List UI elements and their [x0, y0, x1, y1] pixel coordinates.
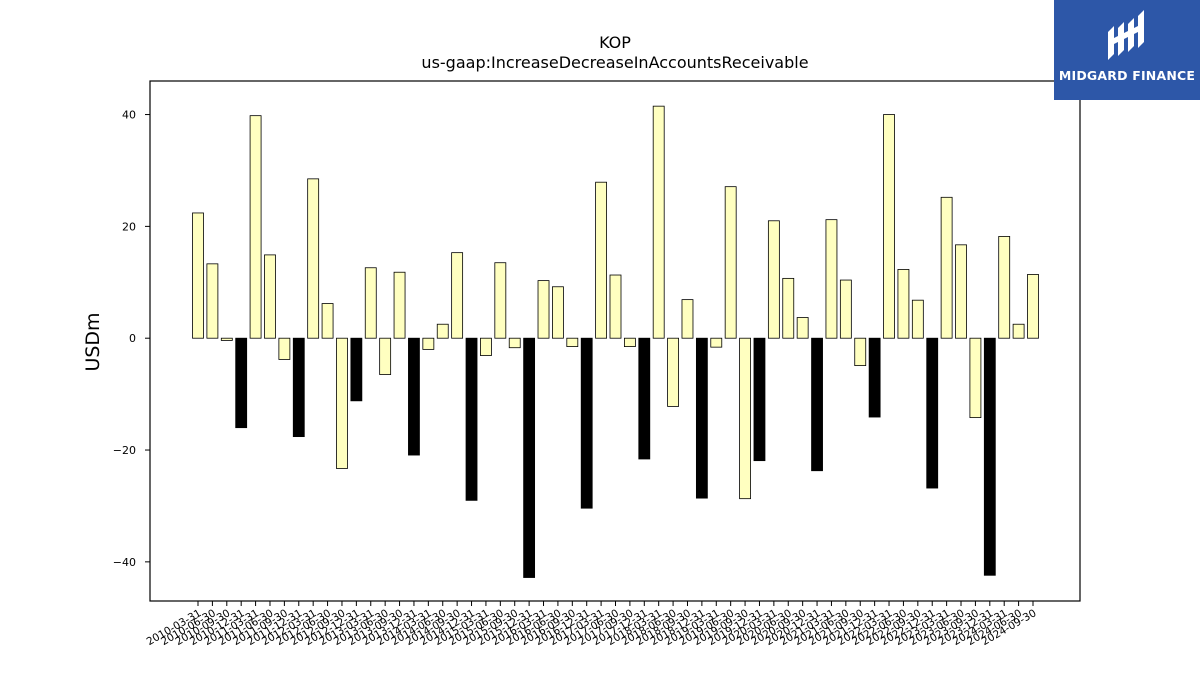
bar-2011-09-30	[278, 337, 291, 360]
bar-2017-06-30	[609, 274, 622, 339]
bar-2023-06-30	[955, 244, 967, 339]
y-tick-label: 0	[129, 332, 136, 345]
bar-2020-03-31	[767, 220, 780, 339]
bar-2010-09-30	[220, 337, 233, 341]
bar-2018-06-30	[667, 337, 679, 407]
bar-2020-09-30	[796, 317, 809, 339]
bar-2015-12-31	[523, 337, 536, 578]
bar-2013-06-30	[379, 337, 392, 375]
bar-2016-03-31	[537, 280, 550, 339]
bar-2010-03-31	[192, 212, 204, 339]
bar-2016-06-30	[552, 286, 564, 339]
bar-2017-12-31	[638, 337, 651, 460]
bar-2010-12-31	[235, 337, 248, 429]
bar-2012-09-30	[336, 337, 348, 469]
bar-2015-06-30	[494, 262, 507, 339]
plot-frame	[149, 80, 1081, 602]
bar-2021-06-30	[839, 279, 852, 339]
bar-2018-12-31	[695, 337, 708, 499]
y-tick-label: −20	[113, 444, 136, 457]
bar-2024-06-30	[1012, 323, 1025, 339]
bar-2014-03-31	[422, 337, 435, 350]
bar-2013-09-30	[393, 271, 406, 339]
bar-2021-03-31	[825, 219, 838, 339]
y-axis-label: USDm	[82, 312, 104, 371]
bar-2018-09-30	[681, 299, 694, 339]
bar-2019-03-31	[710, 337, 723, 348]
bar-2017-03-31	[595, 181, 608, 339]
bar-2014-12-31	[465, 337, 478, 501]
bar-2017-09-30	[623, 337, 636, 347]
bar-2021-09-30	[854, 337, 867, 367]
bar-2014-06-30	[436, 323, 449, 339]
brand-logo: MIDGARD FINANCE	[1054, 0, 1200, 100]
bar-2023-12-31	[983, 337, 996, 576]
y-tick-label: 40	[122, 109, 136, 122]
bar-2013-12-31	[408, 337, 420, 456]
bar-2021-12-31	[868, 337, 881, 418]
bar-2016-12-31	[580, 337, 593, 509]
bar-2012-12-31	[350, 337, 363, 402]
bar-2023-03-31	[940, 196, 953, 339]
y-tick-label: 20	[122, 220, 136, 233]
bar-2010-06-30	[206, 263, 219, 339]
bar-2019-09-30	[739, 337, 751, 500]
bar-2011-12-31	[292, 337, 305, 438]
brand-logo-icon	[1108, 10, 1144, 60]
bar-2022-12-31	[926, 337, 939, 489]
bar-2014-09-30	[451, 252, 464, 339]
bar-2019-12-31	[753, 337, 766, 462]
chart-title: KOP	[599, 33, 631, 52]
chart-subtitle: us-gaap:IncreaseDecreaseInAccountsReceiv…	[421, 53, 808, 72]
bar-2016-09-30	[566, 337, 579, 347]
bar-2012-06-30	[321, 303, 334, 339]
bar-2019-06-30	[724, 186, 737, 339]
bar-2024-03-31	[998, 236, 1011, 339]
y-tick-label: −40	[113, 556, 136, 569]
bar-2020-12-31	[811, 337, 823, 472]
bar-2022-03-31	[883, 114, 895, 339]
bar-2011-06-30	[264, 254, 276, 339]
bar-2020-06-30	[782, 277, 795, 339]
bar-2022-06-30	[897, 269, 910, 339]
bar-2022-09-30	[911, 299, 924, 339]
bar-2012-03-31	[307, 178, 320, 339]
bar-2011-03-31	[249, 115, 262, 339]
brand-name: MIDGARD FINANCE	[1058, 68, 1196, 83]
bar-2015-09-30	[508, 337, 521, 349]
bar-2023-09-30	[969, 337, 982, 419]
bar-2013-03-31	[364, 267, 377, 339]
bar-2024-09-30	[1027, 274, 1039, 339]
bar-2018-03-31	[652, 105, 665, 339]
bar-2015-03-31	[480, 337, 492, 356]
